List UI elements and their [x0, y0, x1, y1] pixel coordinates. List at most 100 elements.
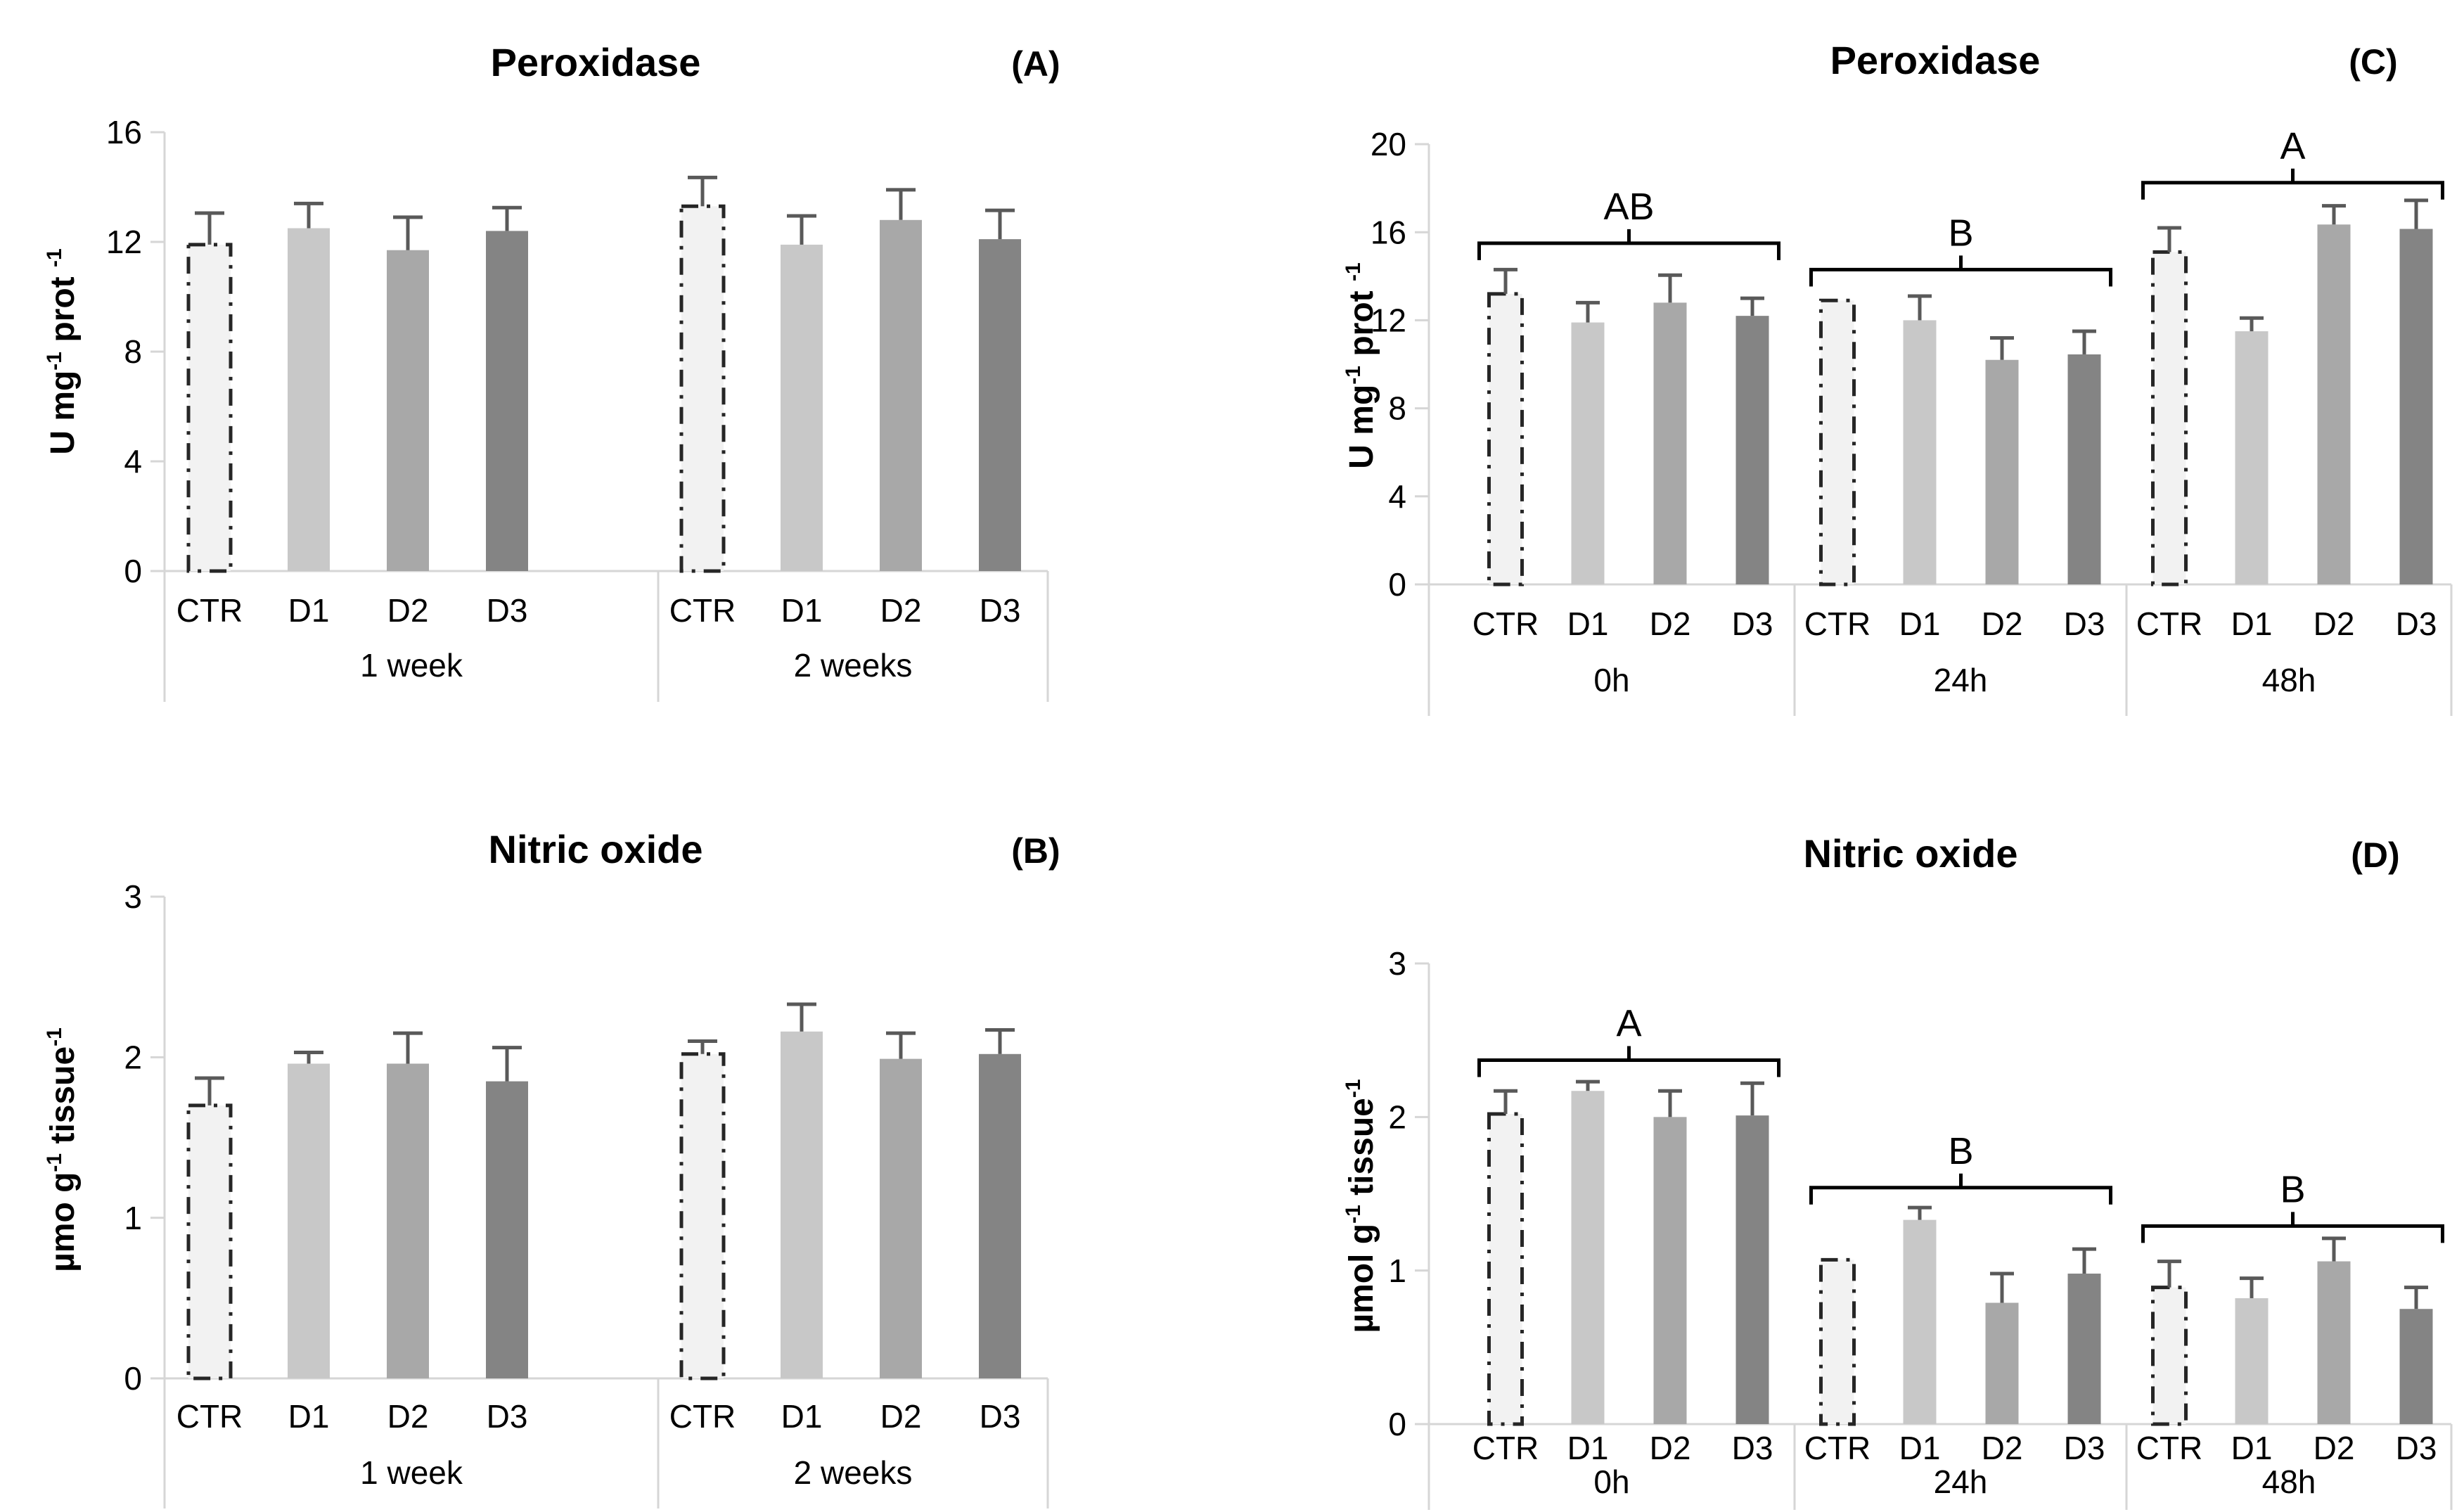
significance-bracket [1477, 229, 1780, 260]
bar-D3-0h [1735, 316, 1769, 584]
bar-D1-1-week [288, 228, 330, 571]
bar-D3-1-week [486, 1081, 528, 1378]
y-tick-label: 2 [124, 1039, 142, 1075]
category-label: CTR [1472, 1430, 1539, 1466]
panel-peroxidase-weeks: 0 4 8 12 16 CTR D1 D2 D3 CTR D1 D2 D3 1 week 2 weeks Pe… [0, 0, 1232, 756]
category-label: D3 [2396, 606, 2437, 642]
chart-panel-d: 0 1 2 3 CTR D1 D2 D3 CTR D1 D2 D3 CTR D1 D2 D3 0h 24h 48h A… [1342, 831, 2453, 1510]
bar-D2-1-week [387, 1063, 429, 1378]
bar-D3-24h [2067, 354, 2101, 584]
category-label: CTR [1804, 606, 1871, 642]
bar-D1-2-weeks [781, 244, 823, 571]
bar-D2-2-weeks [880, 1058, 922, 1378]
category-label: D1 [781, 592, 823, 629]
bar-D1-48h [2235, 331, 2269, 584]
bar-D2-24h [1985, 359, 2019, 584]
bar-D3-2-weeks [979, 239, 1021, 571]
category-label: D2 [880, 592, 922, 629]
bar-D2-24h [1985, 1302, 2019, 1424]
bar-D3-48h [2399, 229, 2433, 584]
category-label: D1 [1899, 1430, 1941, 1466]
panel-letter: (C) [2349, 42, 2397, 82]
y-axis-label: µmo g-1 tissue-1 [43, 1027, 82, 1272]
panel-nitric-oxide-weeks: 0 1 2 3 CTR D1 D2 D3 CTR D1 D2 D3 1 week 2 weeks Nitri… [0, 756, 1232, 1512]
bar-D2-0h [1653, 1117, 1687, 1424]
category-label: CTR [669, 1398, 736, 1435]
bar-CTR-24h [1819, 1257, 1856, 1426]
bar-CTR-0h [1487, 1112, 1524, 1426]
group-label: 0h [1593, 662, 1629, 698]
superscript: -1 [43, 352, 66, 371]
superscript: -1 [1342, 1079, 1365, 1098]
text-run: prot [1343, 281, 1380, 366]
superscript: -1 [1342, 262, 1365, 281]
bar-CTR-48h [2151, 1286, 2188, 1426]
chart-title: Nitric oxide [489, 827, 703, 871]
category-label: CTR [177, 592, 243, 629]
y-tick-label: 1 [124, 1200, 142, 1236]
category-label: CTR [1472, 606, 1539, 642]
category-label: D1 [781, 1398, 823, 1435]
y-tick-label: 12 [106, 224, 142, 260]
y-tick-label: 0 [124, 1360, 142, 1397]
y-tick-label: 0 [1388, 566, 1406, 603]
category-label: D1 [288, 1398, 330, 1435]
panel-letter: (D) [2351, 835, 2399, 875]
y-tick-label: 3 [1388, 945, 1406, 982]
y-tick-label: 0 [124, 553, 142, 589]
y-tick-label: 1 [1388, 1252, 1406, 1289]
category-label: D3 [1732, 606, 1773, 642]
category-label: D2 [387, 1398, 429, 1435]
text-run: prot [44, 267, 82, 352]
panel-nitric-oxide-hours: 0 1 2 3 CTR D1 D2 D3 CTR D1 D2 D3 CTR D1 D2 D3 0h 24h 48h A… [1232, 756, 2464, 1512]
panel-peroxidase-hours: 0 4 8 12 16 20 CTR D1 D2 D3 CTR D1 D2 D3 CTR D1 D2 D3 0h 24… [1232, 0, 2464, 756]
y-axis-label: U mg-1 prot -1 [1342, 262, 1380, 468]
significance-bracket [1809, 1173, 2112, 1205]
group-label: 1 week [360, 647, 463, 684]
category-label: D2 [2314, 1430, 2355, 1466]
chart-title: Peroxidase [1830, 38, 2041, 82]
significance-bracket [2141, 1212, 2444, 1243]
bar-D2-48h [2317, 224, 2351, 584]
significance-letter: AB [1603, 186, 1654, 228]
text-run: tissue [44, 1046, 82, 1153]
y-tick-label: 0 [1388, 1406, 1406, 1442]
y-tick-label: 20 [1371, 126, 1406, 162]
superscript: -1 [1342, 366, 1365, 385]
category-label: CTR [669, 592, 736, 629]
bar-D1-0h [1571, 322, 1605, 584]
significance-letter: B [1948, 1130, 1973, 1172]
category-label: D1 [1567, 1430, 1609, 1466]
bar-D3-2-weeks [979, 1053, 1021, 1378]
significance-bracket [1809, 255, 2112, 287]
category-label: D3 [1732, 1430, 1773, 1466]
category-label: D3 [2064, 1430, 2105, 1466]
bar-CTR-0h [1487, 292, 1524, 587]
category-label: CTR [2136, 1430, 2203, 1466]
y-tick-label: 3 [124, 878, 142, 915]
panel-letter: (B) [1011, 831, 1060, 871]
bar-D1-48h [2235, 1298, 2269, 1424]
bar-D3-24h [2067, 1274, 2101, 1424]
group-label: 2 weeks [794, 647, 913, 684]
category-label: D3 [487, 592, 528, 629]
bar-CTR-2-weeks [679, 1052, 726, 1380]
chart-panel-a: 0 4 8 12 16 CTR D1 D2 D3 CTR D1 D2 D3 1 week 2 weeks Pe… [43, 40, 1060, 702]
y-tick-label: 16 [106, 114, 142, 150]
category-label: D3 [980, 592, 1021, 629]
category-label: D3 [2064, 606, 2105, 642]
y-tick-label: 4 [1388, 478, 1406, 515]
text-run: U mg [44, 371, 82, 455]
superscript: -1 [43, 248, 66, 267]
significance-letter: B [1948, 212, 1973, 254]
category-label: D3 [487, 1398, 528, 1435]
y-axis-label: µmol g-1 tissue-1 [1342, 1079, 1380, 1333]
category-label: D1 [2231, 606, 2273, 642]
text-run: U mg [1343, 385, 1380, 469]
bar-CTR-2-weeks [679, 204, 726, 573]
category-label: D1 [1899, 606, 1941, 642]
text-run: tissue [1343, 1098, 1380, 1205]
bar-D1-1-week [288, 1063, 330, 1378]
significance-letter: A [2280, 125, 2305, 167]
text-run: µmo g [44, 1172, 82, 1272]
